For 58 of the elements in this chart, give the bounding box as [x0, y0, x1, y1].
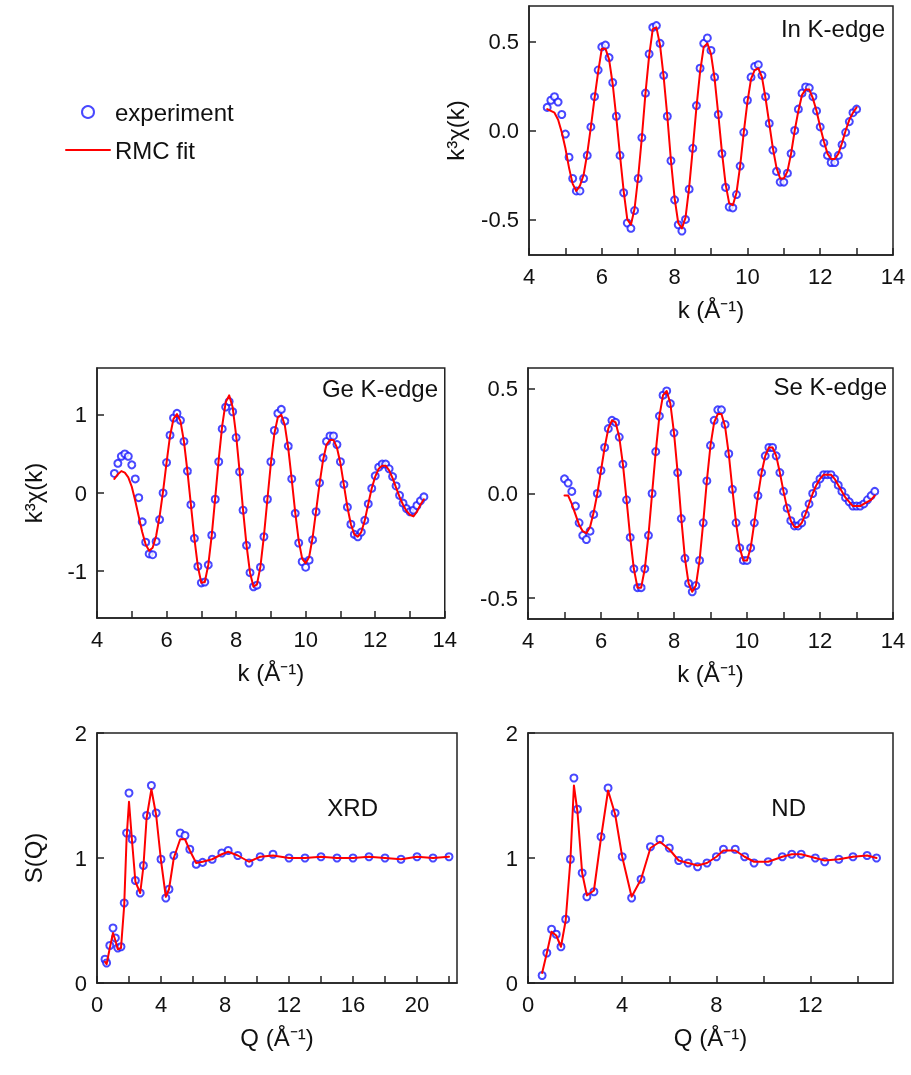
y-tick-label: 1 — [505, 845, 518, 871]
annotation: XRD — [327, 793, 378, 821]
y-tick-label: -0.5 — [481, 206, 519, 232]
y-tick-label: 2 — [505, 720, 518, 746]
y-tick-label: 0.5 — [487, 376, 518, 402]
annotation: Ge K-edge — [321, 374, 438, 402]
legend-label: RMC fit — [115, 136, 196, 164]
x-axis-title: k (Å⁻¹) — [237, 658, 305, 686]
y-tick-label: 0.0 — [487, 481, 518, 506]
x-tick-label: 4 — [154, 991, 168, 1017]
x-tick-label: 12 — [807, 627, 833, 653]
y-axis-title: S(Q) — [19, 832, 47, 884]
y-tick-label: 1 — [74, 402, 87, 428]
y-tick-label: 0 — [74, 480, 87, 506]
x-tick-label: 8 — [710, 991, 723, 1017]
y-axis-title: k³χ(k) — [441, 100, 469, 161]
x-tick-label: 0 — [90, 991, 104, 1017]
x-tick-label: 10 — [735, 263, 760, 289]
y-axis-title: k³χ(k) — [19, 462, 47, 524]
x-tick-label: 10 — [293, 626, 318, 652]
x-tick-label: 12 — [276, 991, 302, 1017]
x-tick-label: 6 — [160, 626, 173, 652]
y-tick-label: 0.0 — [488, 118, 519, 143]
x-tick-label: 8 — [668, 263, 681, 289]
x-tick-label: 4 — [616, 991, 629, 1017]
x-tick-label: 4 — [90, 626, 104, 652]
y-tick-label: 2 — [74, 720, 87, 746]
x-axis-title: Q (Å⁻¹) — [673, 1023, 748, 1051]
x-tick-label: 8 — [218, 991, 232, 1017]
y-tick-label: 0 — [74, 970, 87, 996]
x-tick-label: 16 — [340, 991, 366, 1017]
y-tick-label: -1 — [67, 558, 87, 584]
x-tick-label: 4 — [521, 627, 535, 653]
y-tick-label: 0.5 — [488, 29, 519, 55]
x-tick-label: 8 — [229, 626, 243, 652]
x-tick-label: 4 — [522, 263, 536, 289]
y-tick-label: 1 — [74, 845, 87, 871]
legend-label: experiment — [115, 98, 235, 126]
x-tick-label: 12 — [798, 991, 823, 1017]
x-axis-title: k (Å⁻¹) — [677, 659, 744, 687]
x-tick-label: 14 — [432, 626, 458, 652]
x-tick-label: 6 — [595, 263, 608, 289]
x-tick-label: 14 — [880, 263, 906, 289]
x-tick-label: 6 — [594, 627, 608, 653]
annotation: ND — [771, 793, 807, 821]
annotation: Se K-edge — [773, 372, 888, 400]
y-tick-label: 0 — [505, 970, 518, 996]
x-tick-label: 0 — [521, 991, 535, 1017]
x-tick-label: 20 — [404, 991, 430, 1017]
x-tick-label: 10 — [734, 627, 760, 653]
x-axis-title: k (Å⁻¹) — [677, 295, 745, 323]
x-tick-label: 14 — [880, 627, 906, 653]
annotation: In K-edge — [780, 14, 885, 42]
x-tick-label: 8 — [667, 627, 681, 653]
y-tick-label: -0.5 — [480, 585, 518, 611]
x-tick-label: 12 — [362, 626, 388, 652]
x-tick-label: 12 — [807, 263, 833, 289]
x-axis-title: Q (Å⁻¹) — [240, 1023, 314, 1051]
